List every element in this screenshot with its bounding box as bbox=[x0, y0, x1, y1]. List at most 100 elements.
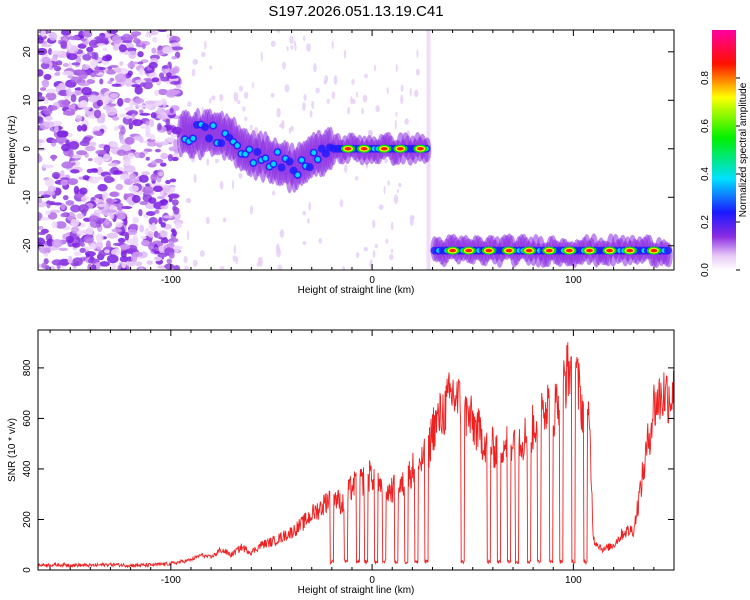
noise-cell bbox=[106, 30, 118, 34]
noise-cell bbox=[344, 164, 348, 173]
noise-cell bbox=[222, 217, 227, 223]
noise-cell bbox=[139, 224, 145, 233]
hotspot-peak bbox=[344, 146, 352, 151]
noise-cell bbox=[119, 255, 129, 263]
noise-cell bbox=[88, 94, 98, 103]
noise-cell bbox=[132, 216, 139, 224]
noise-cell bbox=[132, 251, 143, 258]
noise-cell bbox=[134, 151, 140, 159]
noise-cell bbox=[150, 160, 157, 166]
noise-cell bbox=[43, 73, 52, 81]
noise-cell bbox=[79, 187, 88, 195]
noise-cell bbox=[71, 62, 81, 66]
noise-cell bbox=[209, 97, 212, 104]
noise-cell bbox=[66, 178, 79, 185]
noise-cell bbox=[129, 172, 137, 180]
colorbar-tick-label: 0.8 bbox=[700, 71, 711, 85]
noise-cell bbox=[109, 191, 119, 197]
colorbar-tick-label: 0.0 bbox=[700, 263, 711, 277]
noise-cell bbox=[151, 47, 157, 54]
noise-cell bbox=[154, 89, 160, 97]
noise-cell bbox=[86, 51, 93, 55]
noise-cell bbox=[127, 152, 135, 159]
noise-cell bbox=[170, 133, 179, 138]
noise-cell bbox=[184, 265, 189, 270]
noise-cell bbox=[89, 60, 99, 68]
noise-cell bbox=[139, 112, 151, 116]
noise-cell bbox=[105, 69, 117, 75]
noise-cell bbox=[80, 38, 87, 42]
x-tick-label: 0 bbox=[369, 575, 375, 586]
noise-cell bbox=[162, 186, 171, 193]
noise-cell bbox=[60, 170, 65, 177]
noise-cell bbox=[65, 235, 75, 244]
ridge-core-cyan bbox=[190, 136, 196, 141]
noise-cell bbox=[170, 80, 181, 85]
noise-cell bbox=[151, 222, 156, 230]
noise-cell bbox=[390, 248, 394, 254]
noise-cell bbox=[111, 83, 122, 87]
noise-cell bbox=[153, 185, 163, 193]
noise-cell bbox=[67, 148, 74, 158]
noise-cell bbox=[106, 254, 119, 264]
noise-cell bbox=[290, 45, 294, 50]
ridge-core-cyan bbox=[271, 161, 276, 167]
snr-panel: -100 0 100 0 200 400 600 800 Height of straigh… bbox=[7, 329, 675, 596]
noise-cell bbox=[156, 195, 166, 200]
noise-cell bbox=[231, 179, 235, 190]
noise-cell bbox=[390, 221, 394, 231]
ridge-core bbox=[205, 134, 214, 143]
noise-cell bbox=[38, 36, 44, 44]
noise-cell bbox=[80, 100, 88, 108]
noise-cell bbox=[121, 261, 126, 269]
noise-cell bbox=[187, 101, 192, 108]
noise-cell bbox=[157, 265, 167, 269]
noise-cell bbox=[38, 237, 46, 246]
noise-cell bbox=[414, 89, 419, 98]
noise-cell bbox=[89, 141, 97, 147]
noise-cell bbox=[409, 87, 412, 97]
hotspot-peak bbox=[380, 146, 388, 151]
noise-cell bbox=[128, 223, 139, 230]
noise-cell bbox=[171, 156, 179, 162]
hotspot-peak bbox=[360, 146, 368, 151]
noise-cell bbox=[95, 241, 104, 250]
noise-cell bbox=[45, 92, 57, 101]
noise-cell bbox=[105, 198, 113, 204]
noise-cell bbox=[162, 65, 170, 69]
noise-cell bbox=[167, 153, 173, 162]
noise-cell bbox=[40, 87, 47, 91]
noise-cell bbox=[383, 185, 386, 195]
noise-cell bbox=[387, 180, 391, 186]
noise-cell bbox=[147, 231, 154, 238]
noise-cell bbox=[60, 177, 70, 181]
noise-cell bbox=[137, 104, 148, 108]
noise-cell bbox=[259, 256, 263, 267]
noise-cell bbox=[129, 99, 134, 108]
y-tick-label: 600 bbox=[22, 410, 33, 427]
noise-cell bbox=[128, 201, 135, 206]
noise-cell bbox=[115, 183, 124, 191]
hotspot-peak bbox=[449, 248, 457, 253]
noise-cell bbox=[40, 217, 50, 221]
x-tick-label: 0 bbox=[369, 275, 375, 286]
noise-cell bbox=[79, 140, 90, 147]
noise-cell bbox=[54, 72, 61, 77]
noise-cell bbox=[72, 257, 83, 266]
noise-cell bbox=[313, 62, 317, 73]
hotspot-peak bbox=[417, 146, 424, 151]
noise-cell bbox=[157, 88, 169, 96]
ridge-base bbox=[664, 242, 673, 268]
noise-cell bbox=[91, 51, 97, 60]
noise-cell bbox=[145, 33, 152, 38]
noise-cell bbox=[68, 140, 80, 150]
noise-cell bbox=[342, 265, 346, 270]
noise-cell bbox=[152, 36, 158, 43]
hotspot-peak bbox=[586, 248, 593, 253]
noise-cell bbox=[168, 252, 175, 259]
noise-cell bbox=[134, 98, 145, 104]
noise-cell bbox=[393, 194, 399, 205]
noise-cell bbox=[282, 61, 286, 70]
noise-cell bbox=[45, 116, 54, 121]
noise-cell bbox=[171, 56, 178, 60]
